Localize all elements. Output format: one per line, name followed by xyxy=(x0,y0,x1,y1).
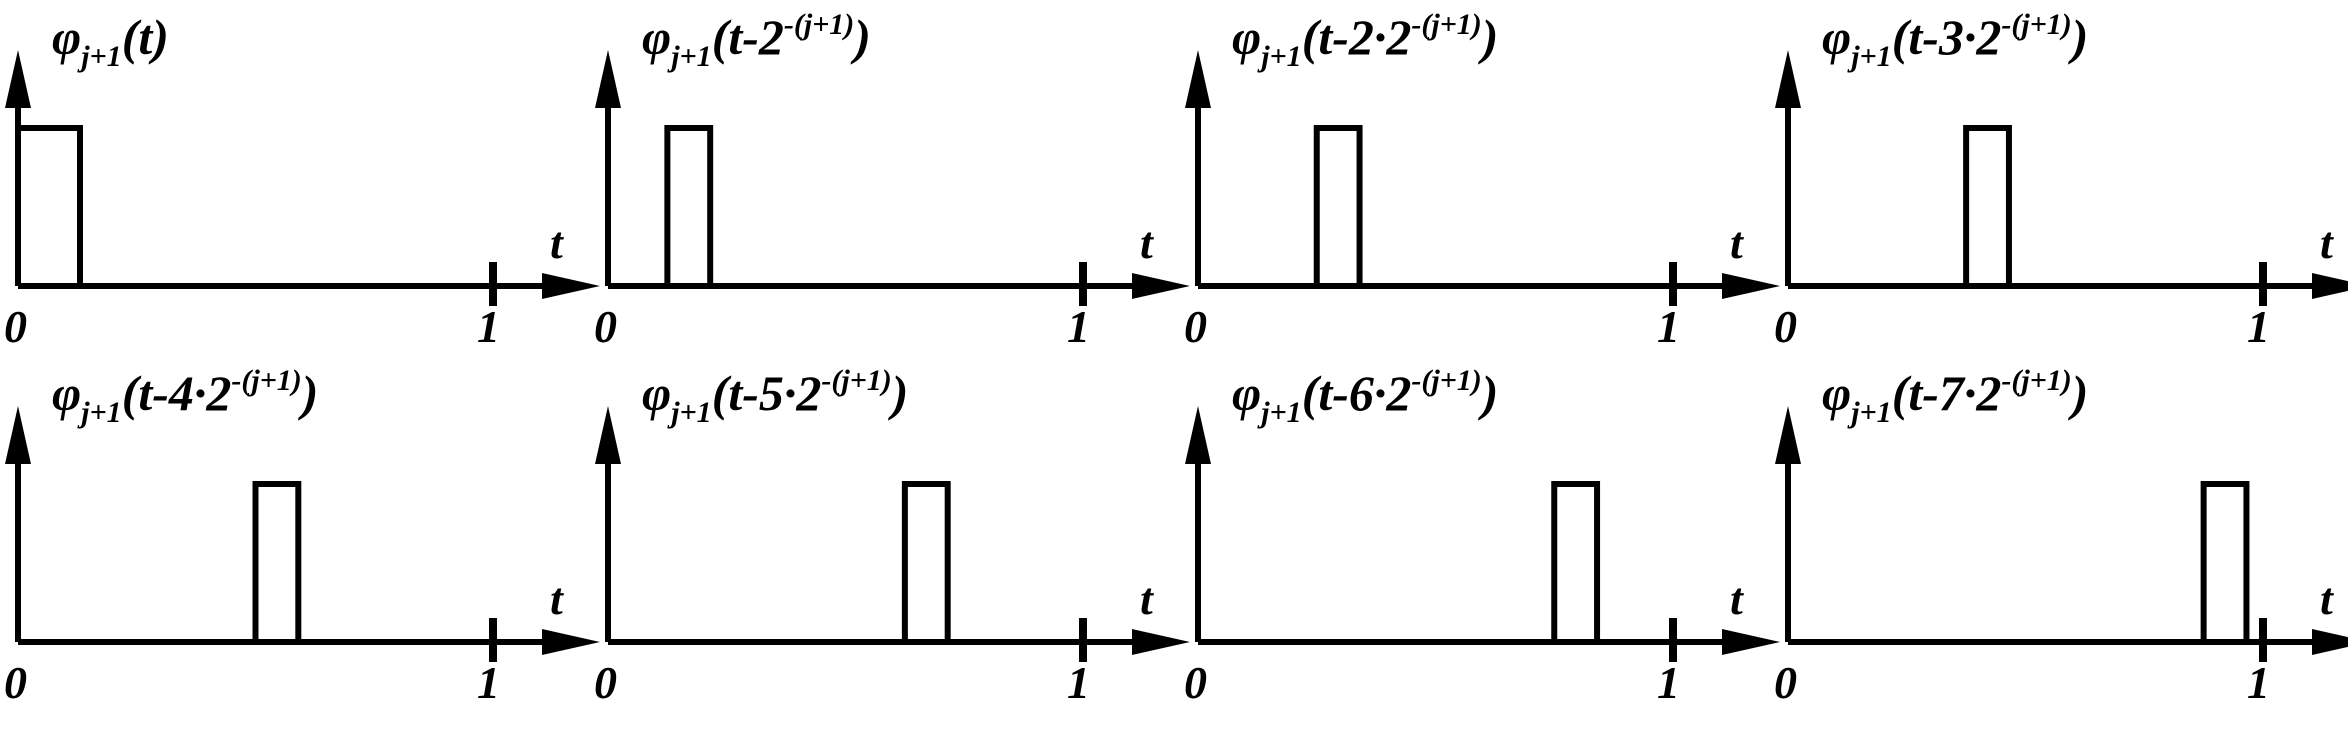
panel-title: φj+1(t-2-(j+1)) xyxy=(642,8,871,73)
panel-4: t 0 1 φj+1(t-3·2-(j+1)) xyxy=(1774,8,2348,352)
label-zero: 0 xyxy=(4,301,27,352)
panel-6: t 0 1 φj+1(t-5·2-(j+1)) xyxy=(594,364,1190,708)
x-axis-label: t xyxy=(1140,217,1154,268)
x-axis-arrowhead xyxy=(542,273,600,299)
label-one: 1 xyxy=(2247,301,2270,352)
y-axis-arrowhead xyxy=(595,406,621,464)
y-axis-arrowhead xyxy=(595,50,621,108)
panel-title: φj+1(t-7·2-(j+1)) xyxy=(1822,364,2088,429)
x-axis-label: t xyxy=(550,573,564,624)
x-axis-label: t xyxy=(1730,217,1744,268)
y-axis-arrowhead xyxy=(1775,406,1801,464)
pulse-box xyxy=(252,481,302,642)
y-axis-arrowhead xyxy=(1185,50,1211,108)
x-axis-label: t xyxy=(1140,573,1154,624)
y-axis-arrowhead xyxy=(1185,406,1211,464)
x-axis-label: t xyxy=(2320,573,2334,624)
label-one: 1 xyxy=(2247,657,2270,708)
y-axis-arrowhead xyxy=(5,50,31,108)
panel-title: φj+1(t-4·2-(j+1)) xyxy=(52,364,318,429)
panel-title: φj+1(t-5·2-(j+1)) xyxy=(642,364,908,429)
x-axis-arrowhead xyxy=(2312,273,2348,299)
panel-8: t 0 1 φj+1(t-7·2-(j+1)) xyxy=(1774,364,2348,708)
label-one: 1 xyxy=(477,657,500,708)
x-axis-arrowhead xyxy=(1132,629,1190,655)
y-axis-arrowhead xyxy=(1775,50,1801,108)
label-zero: 0 xyxy=(594,657,617,708)
label-zero: 0 xyxy=(1184,657,1207,708)
pulse-box xyxy=(664,125,714,286)
pulse-box xyxy=(15,125,83,286)
x-axis-arrowhead xyxy=(1722,273,1780,299)
pulse-box xyxy=(1551,481,1601,642)
y-axis-arrowhead xyxy=(5,406,31,464)
x-axis-label: t xyxy=(2320,217,2334,268)
label-zero: 0 xyxy=(1774,657,1797,708)
label-one: 1 xyxy=(1067,301,1090,352)
label-one: 1 xyxy=(1067,657,1090,708)
x-axis-label: t xyxy=(1730,573,1744,624)
x-axis-arrowhead xyxy=(542,629,600,655)
label-zero: 0 xyxy=(1774,301,1797,352)
x-axis-arrowhead xyxy=(1132,273,1190,299)
label-one: 1 xyxy=(1657,657,1680,708)
panel-title: φj+1(t-2·2-(j+1)) xyxy=(1232,8,1498,73)
panel-3: t 0 1 φj+1(t-2·2-(j+1)) xyxy=(1184,8,1780,352)
panel-title: φj+1(t-3·2-(j+1)) xyxy=(1822,8,2088,73)
panel-7: t 0 1 φj+1(t-6·2-(j+1)) xyxy=(1184,364,1780,708)
panel-2: t 0 1 φj+1(t-2-(j+1)) xyxy=(594,8,1190,352)
panel-title: φj+1(t) xyxy=(52,9,169,73)
panel-1: t 0 1 φj+1(t) xyxy=(4,9,600,352)
pulse-box xyxy=(1963,125,2012,286)
panel-5: t 0 1 φj+1(t-4·2-(j+1)) xyxy=(4,364,600,708)
x-axis-label: t xyxy=(550,217,564,268)
x-axis-arrowhead xyxy=(2312,629,2348,655)
pulse-box xyxy=(1313,125,1363,286)
pulse-box xyxy=(901,481,951,642)
label-one: 1 xyxy=(477,301,500,352)
label-zero: 0 xyxy=(1184,301,1207,352)
x-axis-arrowhead xyxy=(1722,629,1780,655)
pulse-box xyxy=(2200,481,2250,642)
label-zero: 0 xyxy=(594,301,617,352)
label-one: 1 xyxy=(1657,301,1680,352)
panel-title: φj+1(t-6·2-(j+1)) xyxy=(1232,364,1498,429)
label-zero: 0 xyxy=(4,657,27,708)
